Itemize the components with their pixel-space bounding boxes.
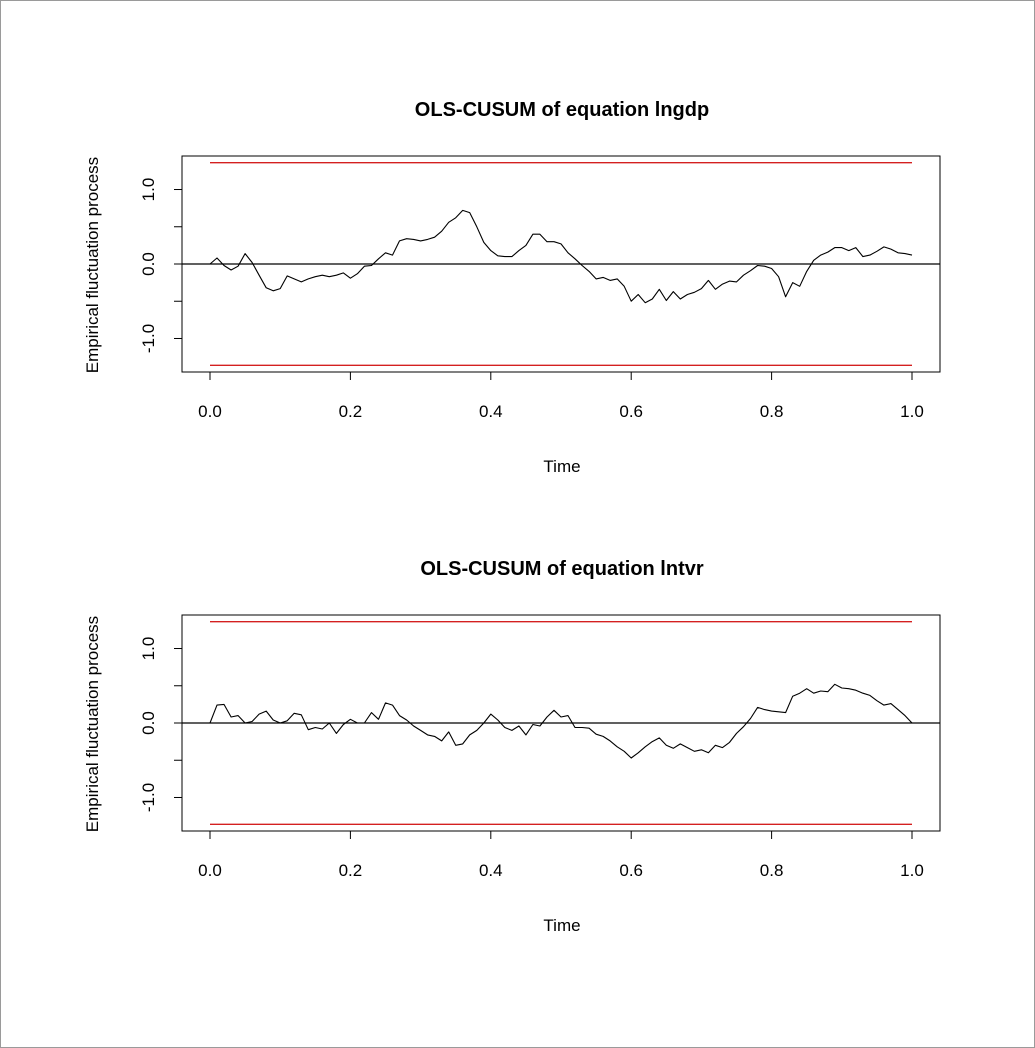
x-tick-label: 0.4	[479, 861, 503, 880]
y-tick-label: 0.0	[139, 711, 158, 735]
x-tick-label: 0.4	[479, 402, 503, 421]
x-tick-label: 0.0	[198, 861, 222, 880]
x-tick-label: 1.0	[900, 402, 924, 421]
x-tick-label: 0.6	[619, 861, 643, 880]
plot-marks-lntvr	[174, 614, 941, 839]
y-axis-label-lntvr: Empirical fluctuation process	[83, 616, 102, 832]
x-tick-label: 0.2	[339, 861, 363, 880]
x-axis-label-lntvr: Time	[543, 916, 580, 935]
y-axis-label-lngdp: Empirical fluctuation process	[83, 157, 102, 373]
panel-lntvr: OLS-CUSUM of equation lntvr Time Empiric…	[83, 558, 941, 935]
y-tick-labels-lntvr: -1.0 0.0 1.0	[139, 637, 158, 812]
y-tick-label: 1.0	[139, 637, 158, 661]
plot-marks-lngdp	[174, 155, 941, 380]
fluctuation-process-line	[209, 209, 913, 304]
x-tick-labels-lntvr: 0.0 0.2 0.4 0.6 0.8 1.0	[198, 861, 924, 880]
x-tick-labels-lngdp: 0.0 0.2 0.4 0.6 0.8 1.0	[198, 402, 924, 421]
x-tick-label: 1.0	[900, 861, 924, 880]
chart-title-lngdp: OLS-CUSUM of equation lngdp	[415, 99, 709, 121]
x-tick-label: 0.6	[619, 402, 643, 421]
x-tick-label: 0.0	[198, 402, 222, 421]
y-tick-labels-lngdp: -1.0 0.0 1.0	[139, 178, 158, 353]
y-tick-label: 1.0	[139, 178, 158, 202]
fluctuation-process-line	[209, 683, 913, 759]
y-tick-label: -1.0	[139, 324, 158, 353]
x-tick-label: 0.8	[760, 402, 784, 421]
panel-lngdp: OLS-CUSUM of equation lngdp Time Empiric…	[83, 99, 941, 476]
x-tick-label: 0.2	[339, 402, 363, 421]
chart-title-lntvr: OLS-CUSUM of equation lntvr	[420, 558, 704, 580]
y-tick-label: 0.0	[139, 252, 158, 276]
y-tick-label: -1.0	[139, 783, 158, 812]
x-tick-label: 0.8	[760, 861, 784, 880]
x-axis-label-lngdp: Time	[543, 457, 580, 476]
